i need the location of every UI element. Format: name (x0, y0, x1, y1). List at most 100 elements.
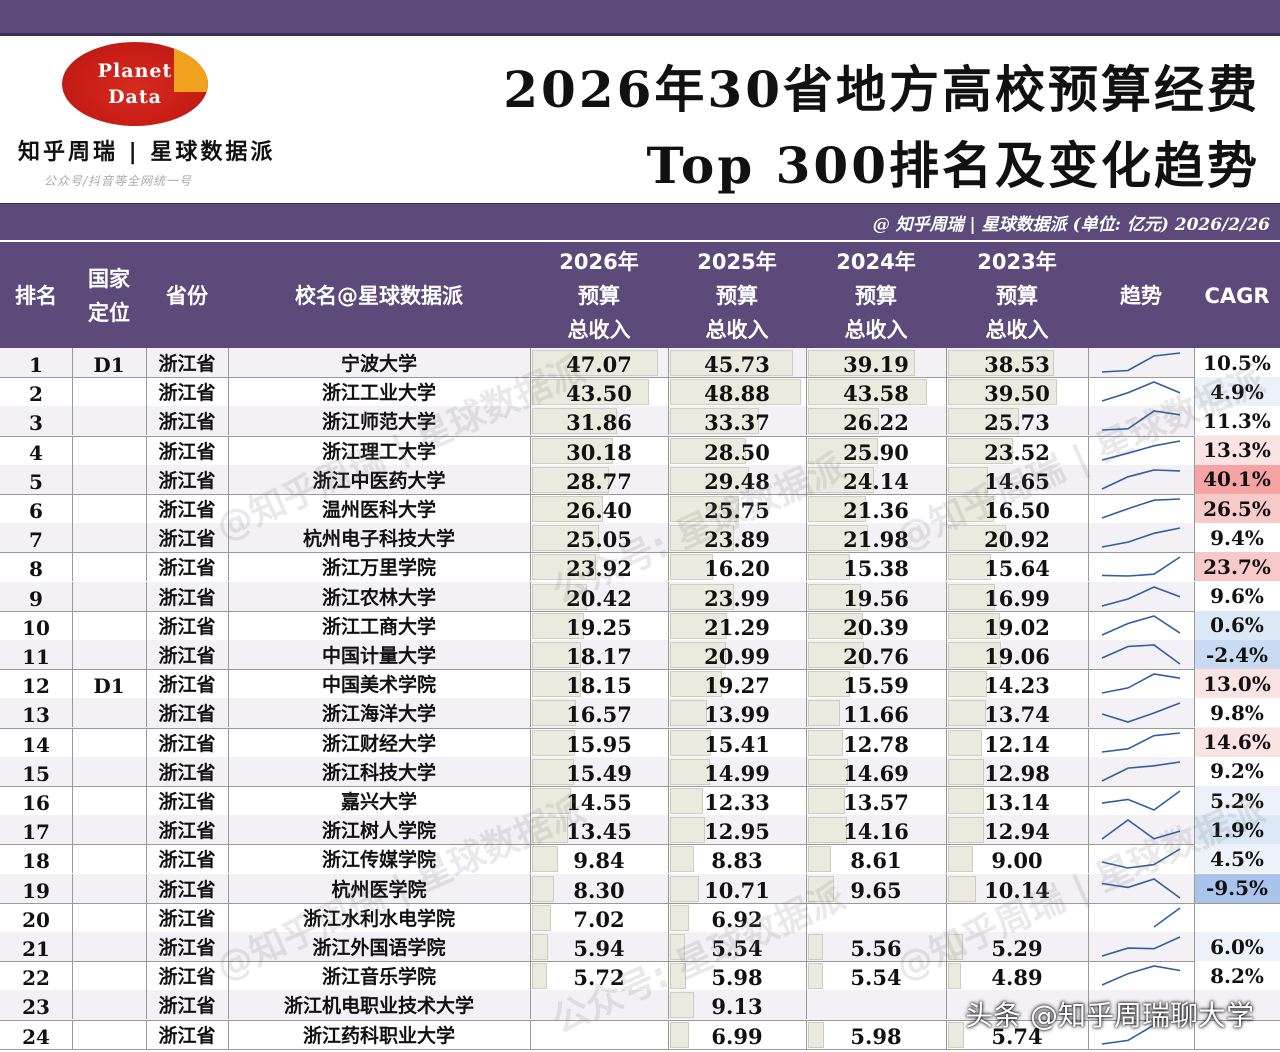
trend-line (1101, 819, 1181, 840)
budget-value-2026: 31.86 (566, 410, 632, 436)
table-row: 21 浙江省 浙江外国语学院 5.94 5.54 5.56 5.29 6.0% (0, 932, 1280, 963)
column-divider (146, 669, 147, 699)
value-bar (532, 350, 659, 376)
value-bar (808, 788, 845, 814)
value-bar (948, 554, 992, 581)
positioning-cell: D1 (93, 674, 125, 699)
budget-value-2025: 12.33 (704, 790, 770, 815)
positioning-cell (72, 932, 146, 961)
value-bar (808, 379, 927, 406)
table-row: 23 浙江省 浙江机电职业技术大学 9.13 (0, 990, 1280, 1021)
value-bar (532, 642, 581, 668)
column-divider (530, 961, 531, 991)
province-cell: 浙江省 (158, 907, 216, 930)
column-divider (228, 786, 229, 815)
trend-sparkline (1101, 877, 1181, 899)
trend-line (1101, 410, 1181, 432)
rank-cell: 10 (22, 615, 50, 640)
school-name-cell: 宁波大学 (340, 353, 417, 375)
table-row: 10 浙江省 浙江工商大学 19.25 21.29 20.39 19.02 0.6% (0, 610, 1280, 641)
budget-value-2024: 11.66 (843, 702, 909, 728)
trend-sparkline (1101, 790, 1181, 811)
value-bar (670, 496, 739, 522)
trend-sparkline (1101, 352, 1181, 373)
table-row: 22 浙江省 浙江音乐学院 5.72 5.98 5.54 4.89 8.2% (0, 961, 1280, 992)
budget-value-2026: 15.95 (566, 731, 632, 757)
column-divider (668, 552, 669, 582)
column-divider (72, 464, 73, 494)
province-cell: 浙江省 (158, 937, 216, 959)
value-bar (948, 1021, 964, 1048)
budget-value-2026: 14.55 (566, 790, 632, 815)
trend-sparkline (1101, 848, 1181, 870)
column-divider (228, 669, 229, 699)
cagr-cell: 5.2% (1194, 786, 1280, 815)
table-row: 4 浙江省 浙江理工大学 30.18 28.50 25.90 23.52 13.3% (0, 435, 1280, 466)
value-bar (670, 992, 695, 1019)
province-cell: 浙江省 (158, 353, 216, 375)
brand-subtitle: 公众号/抖音等全网统一号 (44, 174, 193, 188)
rank-cell: 1 (29, 353, 43, 377)
column-divider (668, 756, 669, 786)
column-divider (1088, 377, 1089, 407)
column-divider (530, 348, 531, 377)
positioning-cell (72, 757, 146, 786)
province-cell: 浙江省 (158, 440, 216, 463)
budget-value-2025: 23.89 (704, 527, 770, 553)
budget-value-2024: 26.22 (843, 410, 909, 436)
table-row: 11 浙江省 中国计量大学 18.17 20.99 20.76 19.06 -2.4% (0, 640, 1280, 671)
column-divider (146, 377, 147, 407)
value-bar (670, 700, 708, 727)
positioning-cell (72, 523, 146, 552)
trend-line (1101, 731, 1181, 753)
school-name-cell: 浙江工业大学 (321, 382, 436, 405)
column-divider (1194, 961, 1195, 991)
column-divider (72, 873, 73, 903)
budget-value-2025: 29.48 (704, 468, 770, 494)
column-divider (668, 727, 669, 757)
budget-value-2023: 14.65 (984, 468, 1050, 494)
budget-value-2025: 23.99 (704, 585, 770, 611)
column-divider (228, 348, 229, 377)
province-cell: 浙江省 (158, 528, 216, 551)
school-name-cell: 温州医科大学 (321, 499, 436, 521)
school-name-cell: 杭州医学院 (331, 878, 427, 901)
column-divider (146, 932, 147, 961)
column-divider (806, 669, 807, 699)
column-divider (530, 640, 531, 669)
budget-value-2024: 21.36 (843, 498, 909, 523)
column-divider (530, 932, 531, 961)
column-divider (146, 523, 147, 553)
column-divider (228, 610, 229, 640)
header-positioning: 国家 定位 (88, 267, 130, 325)
column-divider (530, 406, 531, 436)
column-divider (946, 932, 947, 961)
value-bar (948, 379, 1058, 406)
value-bar (670, 904, 689, 931)
trend-sparkline (1101, 439, 1181, 461)
table-row: 17 浙江省 浙江树人学院 13.45 12.95 14.16 12.94 1.9% (0, 815, 1280, 846)
column-divider (146, 756, 147, 786)
value-bar (808, 817, 847, 844)
column-divider (806, 990, 807, 1020)
value-bar (808, 875, 835, 902)
column-divider (530, 786, 531, 815)
table-row: 14 浙江省 浙江财经大学 15.95 15.41 12.78 12.14 14.6% (0, 727, 1280, 758)
cagr-cell: 9.6% (1194, 581, 1280, 611)
logo-text-line1: Planet (97, 60, 173, 82)
value-bar (532, 583, 587, 610)
school-name-cell: 浙江音乐学院 (321, 966, 436, 989)
column-divider (530, 815, 531, 845)
rank-cell: 8 (29, 557, 43, 582)
page-title-line1: 2026年30省地方高校预算经费 (503, 60, 1260, 119)
budget-value-2024: 12.78 (843, 731, 909, 757)
trend-sparkline (1101, 410, 1181, 432)
rank-cell: 19 (22, 878, 50, 903)
column-divider (228, 640, 229, 669)
column-divider (946, 727, 947, 757)
budget-value-2026: 7.02 (573, 906, 625, 932)
column-divider (72, 523, 73, 553)
value-bar (808, 729, 843, 756)
column-divider (806, 961, 807, 991)
